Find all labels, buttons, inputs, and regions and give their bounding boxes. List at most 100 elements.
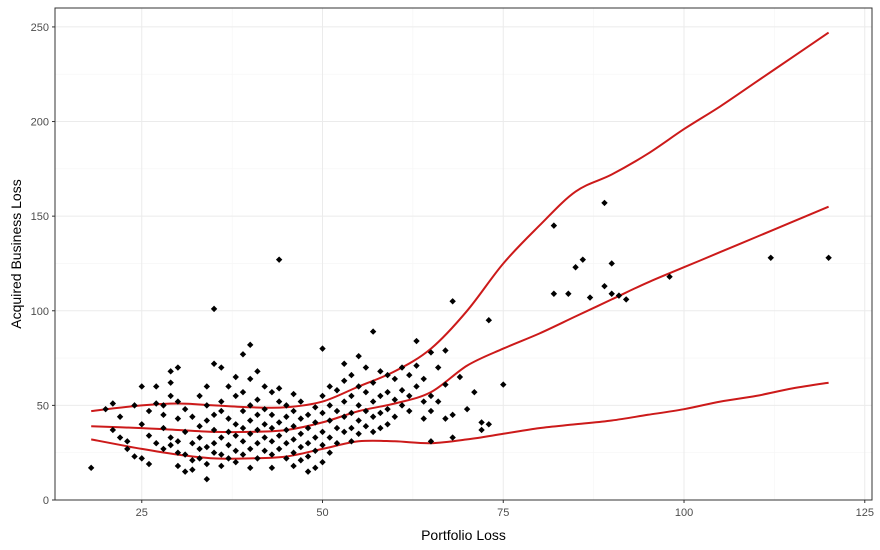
data-point bbox=[290, 462, 297, 470]
data-point bbox=[181, 451, 189, 458]
data-point bbox=[326, 434, 333, 441]
data-point bbox=[601, 199, 608, 207]
data-point bbox=[565, 290, 572, 297]
data-point bbox=[767, 254, 774, 261]
data-point bbox=[369, 413, 377, 420]
y-tick-label: 150 bbox=[31, 211, 49, 223]
data-point bbox=[131, 453, 138, 460]
data-point bbox=[471, 388, 478, 396]
data-point bbox=[261, 383, 268, 390]
data-point bbox=[174, 415, 182, 422]
x-tick-label: 100 bbox=[675, 507, 693, 519]
panel-border bbox=[54, 7, 873, 501]
data-point bbox=[210, 305, 218, 313]
data-point bbox=[225, 383, 232, 390]
data-point bbox=[341, 398, 348, 405]
data-point bbox=[268, 388, 276, 396]
data-point bbox=[456, 373, 464, 381]
grid bbox=[55, 8, 872, 501]
data-point bbox=[312, 447, 319, 454]
data-point bbox=[181, 428, 189, 436]
data-point bbox=[218, 451, 225, 458]
data-point bbox=[254, 368, 261, 375]
data-point bbox=[275, 398, 283, 405]
y-tick-label: 250 bbox=[31, 22, 49, 34]
data-point bbox=[449, 298, 456, 305]
data-point bbox=[196, 423, 203, 430]
data-point bbox=[210, 360, 218, 367]
data-point bbox=[181, 405, 189, 413]
data-point bbox=[319, 458, 326, 466]
data-point bbox=[304, 468, 312, 475]
data-point bbox=[196, 455, 203, 462]
data-point bbox=[326, 449, 333, 456]
data-point bbox=[290, 423, 297, 430]
data-point bbox=[586, 294, 594, 301]
x-axis-title: Portfolio Loss bbox=[421, 527, 506, 543]
data-point bbox=[348, 371, 355, 379]
data-point bbox=[384, 421, 391, 428]
data-point bbox=[391, 396, 399, 403]
data-point bbox=[87, 464, 95, 472]
data-point bbox=[225, 415, 232, 422]
data-point bbox=[167, 392, 174, 400]
data-point bbox=[384, 371, 391, 379]
data-point bbox=[160, 424, 167, 432]
data-point bbox=[218, 398, 225, 405]
data-point bbox=[218, 407, 225, 415]
data-point bbox=[124, 438, 131, 445]
data-point bbox=[181, 468, 189, 475]
data-point bbox=[319, 392, 326, 400]
data-point bbox=[261, 405, 268, 413]
data-point bbox=[406, 371, 413, 379]
data-point bbox=[420, 398, 427, 405]
data-points bbox=[87, 199, 832, 483]
data-point bbox=[333, 424, 341, 432]
data-point bbox=[341, 428, 348, 436]
data-point bbox=[413, 362, 420, 369]
data-point bbox=[666, 273, 673, 280]
data-point bbox=[247, 341, 254, 349]
data-point bbox=[319, 428, 326, 436]
data-point bbox=[275, 385, 283, 392]
y-axis-title: Acquired Business Loss bbox=[8, 179, 24, 328]
data-point bbox=[232, 432, 239, 439]
data-point bbox=[290, 390, 297, 398]
data-point bbox=[138, 383, 145, 390]
data-point bbox=[247, 402, 254, 409]
data-point bbox=[377, 409, 384, 417]
data-point bbox=[319, 441, 326, 449]
x-tick-label: 75 bbox=[497, 507, 509, 519]
x-tick-label: 25 bbox=[136, 507, 148, 519]
data-point bbox=[413, 337, 420, 345]
data-point bbox=[239, 424, 247, 432]
data-point bbox=[601, 282, 608, 290]
data-point bbox=[203, 402, 211, 409]
data-point bbox=[608, 290, 615, 297]
data-point bbox=[355, 430, 362, 437]
data-point bbox=[297, 398, 305, 405]
data-point bbox=[420, 415, 427, 422]
data-point bbox=[210, 426, 218, 434]
data-point bbox=[355, 383, 362, 390]
data-point bbox=[283, 455, 290, 462]
data-point bbox=[485, 421, 493, 428]
data-point bbox=[406, 407, 413, 415]
data-point bbox=[500, 381, 507, 388]
data-point bbox=[218, 434, 225, 441]
data-point bbox=[261, 447, 268, 454]
data-point bbox=[109, 426, 117, 434]
data-point bbox=[247, 375, 254, 383]
data-point bbox=[210, 440, 218, 447]
data-point bbox=[196, 445, 203, 453]
data-point bbox=[283, 426, 290, 434]
data-point bbox=[196, 434, 203, 441]
curve-middle bbox=[91, 205, 829, 434]
data-point bbox=[608, 260, 615, 267]
data-point bbox=[384, 388, 391, 396]
data-point bbox=[268, 411, 276, 419]
data-point bbox=[232, 421, 239, 428]
data-point bbox=[160, 402, 167, 409]
data-point bbox=[362, 364, 370, 371]
